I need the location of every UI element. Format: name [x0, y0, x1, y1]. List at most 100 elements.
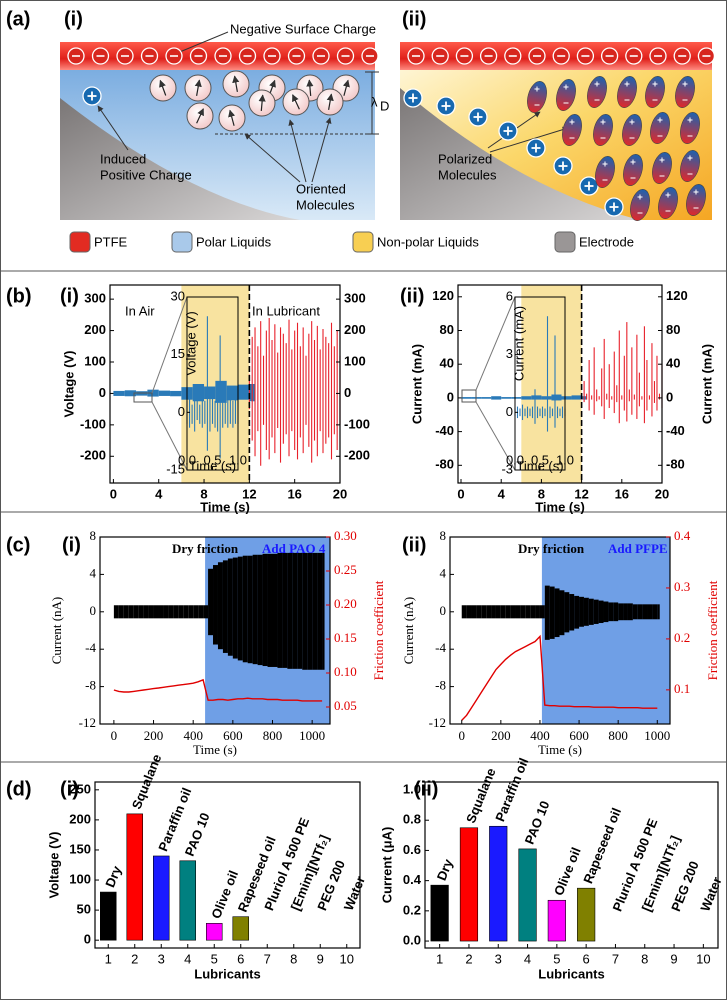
- x-tick-label: 8: [200, 486, 207, 501]
- signal-envelope: [574, 595, 580, 629]
- signal-envelope: [133, 605, 139, 619]
- x-tick-label: 2: [131, 951, 138, 966]
- signal-envelope: [124, 390, 137, 397]
- polarized-molecule: [680, 112, 700, 144]
- dipole-arrow: [194, 79, 202, 96]
- x-tick-label: 0: [111, 728, 118, 743]
- signal-envelope: [583, 597, 589, 626]
- y-tick-label: -100: [80, 416, 106, 431]
- zoom-line: [151, 296, 188, 394]
- arrow: [288, 119, 307, 183]
- bar-label: Water: [697, 875, 724, 914]
- legend-swatch: [69, 231, 91, 253]
- inset-y-tick-label: 3: [506, 346, 513, 361]
- signal-envelope: [128, 605, 134, 619]
- y2-tick-label: 0.20: [334, 596, 357, 611]
- signal-envelope: [491, 396, 502, 400]
- y-tick-label: 0.0: [403, 932, 421, 947]
- sub-label: (i): [64, 8, 83, 30]
- annotation: In Lubricant: [252, 303, 320, 318]
- y-tick-label: -200: [80, 448, 106, 463]
- annotation: Positive Charge: [100, 167, 192, 182]
- signal-envelope: [618, 603, 624, 621]
- plot-frame: [449, 536, 671, 725]
- panel-label: (c): [6, 534, 30, 556]
- signal-envelope: [642, 604, 648, 620]
- x-tick-label: 12: [242, 486, 256, 501]
- inset-y-tick-label: 6: [506, 288, 513, 303]
- x-tick-label: 10: [696, 951, 710, 966]
- signal-envelope: [143, 605, 149, 619]
- signal-envelope: [476, 605, 482, 619]
- signal-envelope: [551, 394, 562, 401]
- signal-envelope: [113, 390, 125, 396]
- x-tick-label: 8: [290, 951, 297, 966]
- x-tick-label: 20: [655, 486, 669, 501]
- signal-envelope: [637, 604, 643, 620]
- signal-envelope: [192, 384, 205, 402]
- signal-envelope: [226, 385, 239, 401]
- signal-envelope: [178, 605, 184, 619]
- annotation: Negative Surface Charge: [230, 21, 376, 36]
- signal-envelope: [312, 552, 318, 670]
- polarized-molecule: [556, 79, 576, 111]
- signal-envelope: [627, 603, 633, 621]
- x-tick-label: 4: [524, 951, 531, 966]
- x-tick-label: 6: [237, 951, 244, 966]
- polarized-molecule: [675, 76, 695, 108]
- x-axis-label: Time (s): [538, 742, 582, 757]
- inset-y-label: Voltage (V): [183, 311, 198, 375]
- inset-x-tick-label: 0.0: [506, 452, 524, 467]
- x-axis-label: Lubricants: [538, 966, 604, 981]
- signal-envelope: [272, 553, 278, 667]
- polarized-molecule: [658, 187, 678, 219]
- inset-x-tick-label: 0.5: [531, 452, 549, 467]
- inset-y-tick-label: -3: [501, 461, 513, 476]
- bar-label: PEG 200: [668, 859, 702, 914]
- signal-envelope: [657, 604, 660, 620]
- y2-tick-label: 0.10: [334, 664, 357, 679]
- annotation: In Air: [125, 303, 155, 318]
- polarized-molecule: [680, 150, 700, 182]
- bar: [430, 884, 449, 942]
- inset-y-tick-label: 0: [178, 404, 185, 419]
- electrode: [60, 98, 300, 220]
- series-line: [461, 634, 658, 721]
- y-tick-label: -8: [435, 678, 446, 693]
- chart: (b) (i)Time (s)Voltage (V)-200-1000100200…: [6, 284, 370, 514]
- y-tick-label: -12: [429, 715, 446, 730]
- dipole-arrow: [159, 79, 167, 96]
- polarized-molecule: [630, 189, 650, 221]
- y2-tick-label: 80: [666, 322, 680, 337]
- chart: (ii) Time (s) Current (nA) -12 -8 -4 0 4 8 0 200 40…: [401, 528, 720, 757]
- plot-frame: [94, 781, 361, 949]
- bar: [153, 855, 170, 941]
- y-axis-label: Current (mA): [409, 344, 424, 424]
- plot-frame: [109, 284, 341, 484]
- annotation: Induced: [100, 151, 146, 166]
- annotation: Polarized: [438, 151, 492, 166]
- signal-envelope: [287, 552, 293, 669]
- signal-envelope: [623, 603, 628, 621]
- signal-envelope: [173, 605, 179, 619]
- y-tick-label: 200: [69, 811, 91, 826]
- bar: [577, 887, 596, 942]
- y-tick-label: 0: [447, 389, 454, 404]
- y2-tick-label: 300: [344, 291, 366, 306]
- y2-axis-label: Friction coefficient: [705, 580, 720, 680]
- signal-envelope: [500, 605, 506, 619]
- y-tick-label: -4: [435, 640, 446, 655]
- x-tick-label: 1: [436, 951, 443, 966]
- bar-label: Olive oil: [208, 868, 241, 921]
- y-tick-label: 200: [84, 322, 106, 337]
- signal-envelope: [559, 590, 565, 636]
- x-tick-label: 16: [287, 486, 301, 501]
- signal-envelope: [217, 562, 223, 650]
- signal-envelope: [215, 380, 227, 403]
- inset-x-label: Time (s): [189, 458, 236, 473]
- sub-label: (ii): [402, 534, 426, 556]
- signal-envelope: [652, 604, 658, 620]
- signal-envelope: [511, 397, 522, 399]
- bar-label: PAO 10: [182, 811, 213, 859]
- signal-envelope: [297, 552, 303, 669]
